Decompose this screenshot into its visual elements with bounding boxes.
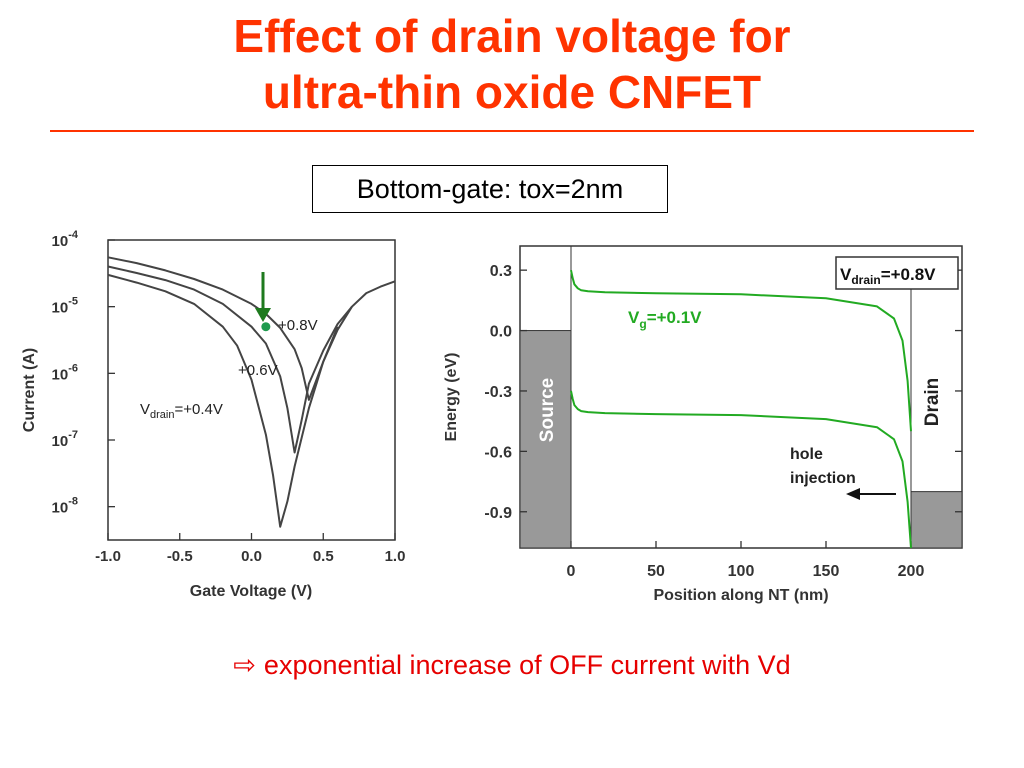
iv-series-line — [107, 265, 353, 454]
conclusion-text: ⇨ exponential increase of OFF current wit… — [0, 645, 1024, 685]
iv-ytick-base: 10 — [52, 366, 69, 383]
iv-ytick-label: 10-4 — [52, 229, 79, 250]
iv-ytick-base: 10 — [52, 433, 69, 450]
iv-xtick-label: 0.5 — [313, 548, 334, 565]
vg-v: V — [628, 308, 640, 327]
vdrain-label: Vdrain=+0.8V — [840, 265, 936, 287]
hole-injection-line2: injection — [790, 470, 856, 487]
iv-label-06: +0.6V — [238, 362, 278, 379]
iv-xtick-label: 1.0 — [385, 548, 406, 565]
iv-curves — [107, 256, 396, 528]
band-ytick-label: 0.0 — [490, 324, 512, 341]
iv-highlight-arrow-head — [255, 308, 271, 322]
iv-xlabel: Gate Voltage (V) — [190, 583, 312, 600]
band-curves — [570, 269, 912, 549]
band-series-line — [570, 269, 912, 432]
band-ytick-label: -0.9 — [484, 505, 512, 522]
conclusion-label: exponential increase of OFF current with… — [263, 650, 791, 680]
iv-ytick-exp: -4 — [68, 229, 79, 241]
band-xtick-label: 50 — [647, 563, 665, 580]
source-label: Source — [537, 378, 558, 442]
iv-ylabel: Current (A) — [21, 348, 38, 432]
iv-xtick-label: 0.0 — [241, 548, 262, 565]
iv-ytick-exp: -5 — [68, 296, 78, 308]
iv-ytick-label: 10-5 — [52, 296, 78, 317]
title-divider — [50, 130, 974, 132]
band-xtick-label: 150 — [813, 563, 840, 580]
iv-ytick-exp: -7 — [68, 429, 78, 441]
band-plot-frame — [519, 245, 963, 549]
iv-ytick-label: 10-7 — [52, 429, 78, 450]
iv-label-04-sub: drain — [150, 409, 174, 421]
iv-ytick-exp: -6 — [68, 362, 78, 374]
band-xlabel: Position along NT (nm) — [653, 587, 828, 604]
iv-ticks: -1.0 -0.5 0.0 0.5 1.010-410-510-610-710-8 — [52, 229, 406, 565]
iv-xtick-label: -1.0 — [95, 548, 121, 565]
band-xtick-label: 0 — [567, 563, 576, 580]
source-contact — [519, 330, 572, 549]
iv-label-04-v: V — [140, 401, 150, 418]
iv-label-04-tail: =+0.4V — [174, 401, 222, 418]
iv-plot-frame — [107, 239, 396, 541]
iv-ytick-base: 10 — [52, 233, 69, 250]
iv-label-04: Vdrain=+0.4V — [140, 401, 223, 421]
iv-ytick-exp: -8 — [68, 496, 78, 508]
iv-ytick-base: 10 — [52, 500, 69, 517]
conclusion-arrow-icon: ⇨ — [233, 650, 256, 680]
hole-injection-line1: hole — [790, 446, 823, 463]
band-series-line — [570, 390, 912, 549]
iv-ytick-label: 10-8 — [52, 496, 78, 517]
vg-tail: =+0.1V — [647, 308, 702, 327]
iv-highlight-point — [261, 322, 271, 332]
band-ytick-label: -0.3 — [484, 384, 512, 401]
band-xtick-label: 200 — [898, 563, 925, 580]
vdrain-v: V — [840, 265, 852, 284]
vg-sub: g — [639, 317, 646, 331]
drain-contact — [910, 491, 963, 549]
slide-title-line1: Effect of drain voltage for — [233, 10, 791, 62]
iv-series-line — [107, 273, 339, 528]
iv-label-08: +0.8V — [278, 317, 318, 334]
slide-title: Effect of drain voltage for ultra-thin o… — [0, 8, 1024, 120]
vdrain-sub: drain — [851, 273, 880, 287]
hole-injection-arrow-head — [846, 488, 860, 500]
vg-label: Vg=+0.1V — [628, 308, 702, 331]
band-ticks: 0 50 100 150 200 0.3 0.0 -0.3 -0.6 -0.9 — [484, 263, 962, 580]
iv-ytick-base: 10 — [52, 300, 69, 317]
band-ytick-label: 0.3 — [490, 263, 512, 280]
vdrain-box — [835, 256, 959, 290]
band-ylabel: Energy (eV) — [443, 353, 460, 442]
band-xtick-label: 100 — [728, 563, 755, 580]
iv-ytick-label: 10-6 — [52, 362, 78, 383]
iv-series-line — [107, 256, 396, 401]
iv-xtick-label: -0.5 — [167, 548, 193, 565]
band-ytick-label: -0.6 — [484, 444, 512, 461]
slide-title-line2: ultra-thin oxide CNFET — [262, 66, 762, 118]
oxide-callout-box: Bottom-gate: tox=2nm — [312, 165, 668, 213]
vdrain-tail: =+0.8V — [881, 265, 936, 284]
drain-label: Drain — [922, 378, 943, 427]
